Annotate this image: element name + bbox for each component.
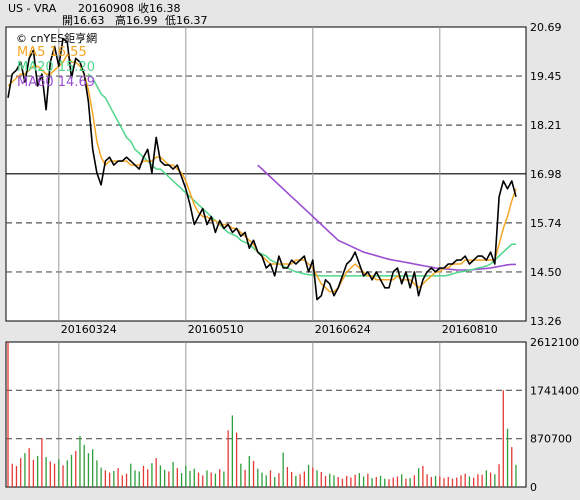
legend-item: MA20 15.20 <box>17 60 95 75</box>
legend-item: MA5 16.55 <box>17 45 87 60</box>
price-tick-label: 16.98 <box>530 168 562 181</box>
header-close: 收16.38 <box>138 1 181 15</box>
price-tick-label: 13.26 <box>530 315 562 328</box>
date-tick-label: 20160810 <box>442 323 498 336</box>
header-low: 低16.37 <box>165 14 208 27</box>
volume-tick-label: 870700 <box>530 433 572 446</box>
header-high: 高16.99 <box>115 13 158 27</box>
price-tick-label: 18.21 <box>530 119 562 132</box>
price-tick-label: 14.50 <box>530 266 562 279</box>
volume-tick-label: 2612100 <box>530 336 579 349</box>
date-axis: 20160324 20160510 20160624 20160810 <box>61 323 498 336</box>
header-symbol: US - VRA <box>8 2 57 15</box>
close-line <box>7 37 517 301</box>
legend-item: MA60 14.69 <box>17 75 95 90</box>
price-axis: 20.69 19.45 18.21 16.98 15.74 14.50 13.26 <box>530 21 562 328</box>
watermark: © cnYES鉅亨網 <box>16 31 97 45</box>
price-lines <box>7 37 517 301</box>
price-tick-label: 19.45 <box>530 70 562 83</box>
price-tick-label: 15.74 <box>530 217 562 230</box>
header-open: 開16.63 <box>62 14 105 27</box>
volume-tick-label: 0 <box>530 481 537 494</box>
ma20-line <box>87 73 516 277</box>
date-tick-label: 20160624 <box>315 323 371 336</box>
date-tick-label: 20160510 <box>188 323 244 336</box>
price-tick-label: 20.69 <box>530 21 562 34</box>
volume-axis: 2612100 1741400 870700 0 <box>530 336 579 494</box>
volume-grid <box>6 389 526 440</box>
header-date: 20160908 <box>78 2 134 15</box>
date-tick-label: 20160324 <box>61 323 117 336</box>
volume-tick-label: 1741400 <box>530 384 579 397</box>
volume-bars <box>7 342 517 487</box>
